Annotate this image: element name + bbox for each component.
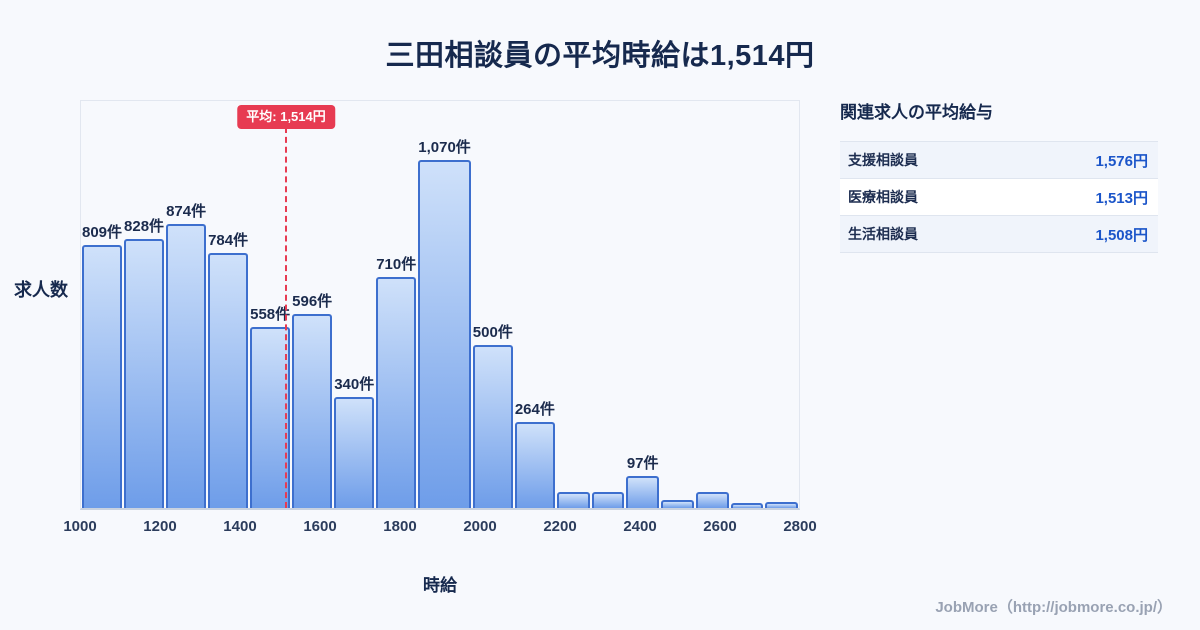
job-type-label: 医療相談員 xyxy=(848,189,918,205)
bar-slot-2400 xyxy=(660,101,695,508)
bar-slot-2100 xyxy=(556,101,591,508)
histogram-bar xyxy=(124,239,165,508)
histogram-bar xyxy=(418,160,471,508)
bar-slot-2200 xyxy=(591,101,626,508)
bar-slot-1200: 874件 xyxy=(165,101,207,508)
bar-slot-1500: 596件 xyxy=(291,101,333,508)
histogram-bar xyxy=(514,422,555,508)
table-row: 医療相談員 1,513円 xyxy=(840,179,1158,216)
bar-count-label: 340件 xyxy=(334,376,375,393)
x-tick-1600: 1600 xyxy=(303,518,337,535)
related-jobs-panel: 関連求人の平均給与 支援相談員 1,576円 医療相談員 1,513円 生活相談… xyxy=(840,98,1158,253)
related-jobs-table: 支援相談員 1,576円 医療相談員 1,513円 生活相談員 1,508円 xyxy=(840,141,1158,253)
bar-slot-2600 xyxy=(730,101,765,508)
job-type-label: 支援相談員 xyxy=(848,152,918,168)
histogram-bar xyxy=(166,224,207,508)
job-wage-value: 1,513円 xyxy=(1095,189,1148,207)
x-axis-label: 時給 xyxy=(423,576,457,595)
table-row: 生活相談員 1,508円 xyxy=(840,216,1158,253)
x-tick-2200: 2200 xyxy=(543,518,577,535)
bar-slot-2000: 264件 xyxy=(514,101,556,508)
x-tick-1400: 1400 xyxy=(223,518,257,535)
bar-count-label: 558件 xyxy=(250,306,291,323)
y-axis-label: 求人数 xyxy=(14,280,68,300)
average-line xyxy=(285,127,288,508)
histogram-bar xyxy=(82,245,123,508)
table-row: 支援相談員 1,576円 xyxy=(840,142,1158,179)
bar-count-label: 710件 xyxy=(376,256,417,273)
histogram-bar xyxy=(556,492,590,508)
bar-slot-2700 xyxy=(764,101,799,508)
bar-count-label: 500件 xyxy=(472,324,513,341)
bar-slot-1000: 809件 xyxy=(81,101,123,508)
histogram-bar xyxy=(208,253,249,508)
bar-count-label: 784件 xyxy=(208,232,249,249)
bar-count-label: 596件 xyxy=(292,293,333,310)
job-type-label: 生活相談員 xyxy=(848,226,918,242)
page-title: 三田相談員の平均時給は1,514円 xyxy=(385,40,815,72)
bar-slot-1300: 784件 xyxy=(207,101,249,508)
histogram-bar xyxy=(250,327,291,508)
bar-slot-1100: 828件 xyxy=(123,101,165,508)
bar-slot-1600: 340件 xyxy=(333,101,375,508)
bar-slot-2500 xyxy=(695,101,730,508)
bar-slot-1900: 500件 xyxy=(472,101,514,508)
histogram-bar xyxy=(591,492,625,508)
job-wage-value: 1,576円 xyxy=(1095,152,1148,170)
x-tick-2800: 2800 xyxy=(783,518,817,535)
histogram-bar xyxy=(765,502,798,508)
bar-slot-2300: 97件 xyxy=(625,101,660,508)
bar-count-label: 264件 xyxy=(514,401,555,418)
histogram-plot: 809件 828件 874件 784件 558件 596件 340件 710件 1,070件 50… xyxy=(80,100,800,510)
average-badge: 平均: 1,514円 xyxy=(237,105,335,129)
job-wage-value: 1,508円 xyxy=(1095,226,1148,244)
panel-title: 関連求人の平均給与 xyxy=(840,103,993,122)
x-tick-2400: 2400 xyxy=(623,518,657,535)
x-tick-2600: 2600 xyxy=(703,518,737,535)
bar-slot-1400: 558件 xyxy=(249,101,291,508)
x-tick-1800: 1800 xyxy=(383,518,417,535)
histogram-bar xyxy=(661,500,694,508)
bar-slot-1800: 1,070件 xyxy=(417,101,472,508)
bar-count-label: 809件 xyxy=(82,224,123,241)
histogram-bar xyxy=(730,503,764,508)
histogram-bar xyxy=(472,345,513,508)
bar-count-label: 874件 xyxy=(166,203,207,220)
histogram-bar xyxy=(376,277,417,508)
histogram-bar xyxy=(334,397,375,508)
histogram-bar xyxy=(695,492,729,508)
histogram-bar xyxy=(626,476,660,508)
x-tick-2000: 2000 xyxy=(463,518,497,535)
site-credit: JobMore（http://jobmore.co.jp/） xyxy=(935,599,1172,616)
bar-count-label: 1,070件 xyxy=(418,139,471,156)
x-tick-1200: 1200 xyxy=(143,518,177,535)
bar-slot-1700: 710件 xyxy=(375,101,417,508)
x-axis-ticks: 1000 1200 1400 1600 1800 2000 2200 2400 2600 2800 xyxy=(63,518,816,538)
bar-count-label: 97件 xyxy=(626,455,659,472)
x-tick-1000: 1000 xyxy=(63,518,97,535)
bar-count-label: 828件 xyxy=(124,218,165,235)
histogram-bar xyxy=(292,314,333,508)
